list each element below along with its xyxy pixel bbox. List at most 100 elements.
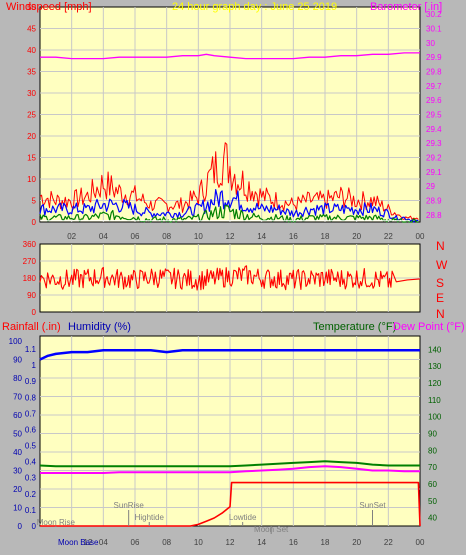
wind-y-tick-label: 35 bbox=[27, 68, 36, 77]
wind-y-tick-label: 30 bbox=[27, 89, 36, 98]
event-label: SunSet bbox=[359, 501, 386, 510]
rain-y-tick-label: 0.2 bbox=[25, 490, 37, 499]
climate-x-tick-label: 20 bbox=[352, 538, 361, 547]
wind-x-tick-label: 02 bbox=[67, 232, 76, 241]
direction-y-tick-label: 270 bbox=[23, 257, 37, 266]
windspeed-gust-line bbox=[39, 142, 419, 220]
temperature-y-tick-label: 130 bbox=[428, 362, 442, 371]
wind-y-tick-label: 25 bbox=[27, 111, 36, 120]
wind-y-tick-label: 5 bbox=[32, 197, 37, 206]
dewpoint-line bbox=[40, 465, 420, 474]
barometer-y-tick-label: 30.1 bbox=[426, 25, 442, 34]
wind-x-tick-label: 08 bbox=[162, 232, 171, 241]
wind-x-tick-label: 00 bbox=[416, 232, 425, 241]
wind-y-tick-label: 20 bbox=[27, 132, 36, 141]
climate-x-tick-label: 00 bbox=[416, 538, 425, 547]
temperature-line bbox=[39, 460, 420, 468]
wind-x-tick-label: 06 bbox=[131, 232, 140, 241]
event-label: Moon Rise bbox=[37, 518, 76, 527]
barometer-y-tick-label: 29.9 bbox=[426, 53, 442, 62]
event-label: Moon Set bbox=[254, 525, 289, 534]
rain-y-tick-label: 0.4 bbox=[25, 458, 37, 467]
wind-y-tick-label: 50 bbox=[27, 3, 36, 12]
wind-x-tick-label: 14 bbox=[257, 232, 266, 241]
barometer-y-tick-label: 29.8 bbox=[426, 68, 442, 77]
humidity-y-tick-label: 30 bbox=[13, 467, 22, 476]
windspeed-average-line bbox=[39, 189, 419, 223]
climate-x-tick-label: 12 bbox=[84, 538, 93, 547]
climate-x-tick-label: 16 bbox=[289, 538, 298, 547]
climate-x-tick-label: 22 bbox=[384, 538, 393, 547]
wind-x-tick-label: 18 bbox=[321, 232, 330, 241]
direction-y-tick-label: 90 bbox=[27, 291, 36, 300]
barometer-y-tick-label: 28.9 bbox=[426, 197, 442, 206]
temperature-y-tick-label: 80 bbox=[428, 446, 437, 455]
humidity-y-tick-label: 60 bbox=[13, 411, 22, 420]
climate-x-tick-label: 06 bbox=[131, 538, 140, 547]
direction-y-tick-label: 0 bbox=[32, 308, 37, 317]
temperature-y-tick-label: 100 bbox=[428, 413, 442, 422]
wind-x-tick-label: 20 bbox=[352, 232, 361, 241]
humidity-y-tick-label: 10 bbox=[13, 504, 22, 513]
humidity-axis-title: Humidity (%) bbox=[68, 321, 131, 333]
temperature-y-tick-label: 50 bbox=[428, 497, 437, 506]
climate-x-tick-label: 12 bbox=[226, 538, 235, 547]
direction-y-tick-label: 180 bbox=[23, 274, 37, 283]
barometer-axis-title: Barometer [.in] bbox=[370, 1, 442, 13]
compass-label-s: S bbox=[436, 276, 444, 290]
barometer-y-tick-label: 29 bbox=[426, 182, 435, 191]
humidity-y-tick-label: 20 bbox=[13, 485, 22, 494]
climate-x-tick-label: 08 bbox=[162, 538, 171, 547]
rain-y-tick-label: 0.5 bbox=[25, 442, 37, 451]
wind-x-tick-label: 12 bbox=[226, 232, 235, 241]
wind-y-tick-label: 40 bbox=[27, 46, 36, 55]
wind-x-tick-label: 04 bbox=[99, 232, 108, 241]
humidity-line bbox=[39, 349, 420, 361]
humidity-y-tick-label: 40 bbox=[13, 448, 22, 457]
temperature-y-tick-label: 140 bbox=[428, 345, 442, 354]
temperature-y-tick-label: 120 bbox=[428, 379, 442, 388]
wind-y-tick-label: 0 bbox=[32, 218, 37, 227]
series-lines bbox=[39, 52, 421, 534]
barometer-y-tick-label: 29.5 bbox=[426, 111, 442, 120]
climate-x-tick-label: 14 bbox=[257, 538, 266, 547]
rain-y-tick-label: 0 bbox=[32, 522, 37, 531]
compass-label-n-top: N bbox=[436, 239, 445, 253]
temperature-y-tick-label: 60 bbox=[428, 480, 437, 489]
axis-labels: 5045403530252015105030.230.13029.929.829… bbox=[9, 3, 442, 547]
rainfall-axis-title: Rainfall (.in) bbox=[2, 321, 61, 333]
wind-y-tick-label: 15 bbox=[27, 154, 36, 163]
barometer-y-tick-label: 29.7 bbox=[426, 82, 442, 91]
wind-y-tick-label: 10 bbox=[27, 175, 36, 184]
windspeed-low-line bbox=[39, 204, 419, 223]
humidity-y-tick-label: 90 bbox=[13, 356, 22, 365]
temperature-axis-title: Temperature (°F) bbox=[313, 321, 396, 333]
wind-x-tick-label: 16 bbox=[289, 232, 298, 241]
barometer-y-tick-label: 29.2 bbox=[426, 154, 442, 163]
humidity-y-tick-label: 80 bbox=[13, 374, 22, 383]
barometer-y-tick-label: 29.6 bbox=[426, 96, 442, 105]
humidity-y-tick-label: 70 bbox=[13, 393, 22, 402]
rain-y-tick-label: 1.1 bbox=[25, 345, 37, 354]
rain-y-tick-label: 0.1 bbox=[25, 506, 37, 515]
climate-x-tick-label: 10 bbox=[194, 538, 203, 547]
rain-y-tick-label: 0.9 bbox=[25, 377, 37, 386]
barometer-y-tick-label: 28.8 bbox=[426, 211, 442, 220]
temperature-y-tick-label: 110 bbox=[428, 396, 441, 405]
barometer-line bbox=[40, 52, 420, 60]
rain-y-tick-label: 0.6 bbox=[25, 425, 37, 434]
windspeed-axis-title: Windspeed [mph] bbox=[6, 1, 92, 13]
dewpoint-axis-title: Dew Point (°F) bbox=[393, 321, 465, 333]
rainfall-line bbox=[40, 481, 421, 527]
event-label: SunRise bbox=[114, 501, 145, 510]
event-label: Hightide bbox=[135, 513, 165, 522]
moon-phase-label: Moon Base bbox=[58, 538, 99, 547]
humidity-y-tick-label: 0 bbox=[18, 522, 23, 531]
compass-label-w: W bbox=[436, 258, 448, 272]
event-label: Lowtide bbox=[229, 513, 257, 522]
temperature-y-tick-label: 70 bbox=[428, 463, 437, 472]
rain-y-tick-label: 1 bbox=[32, 361, 37, 370]
rain-y-tick-label: 0.3 bbox=[25, 474, 37, 483]
wind-direction-line bbox=[39, 265, 421, 291]
